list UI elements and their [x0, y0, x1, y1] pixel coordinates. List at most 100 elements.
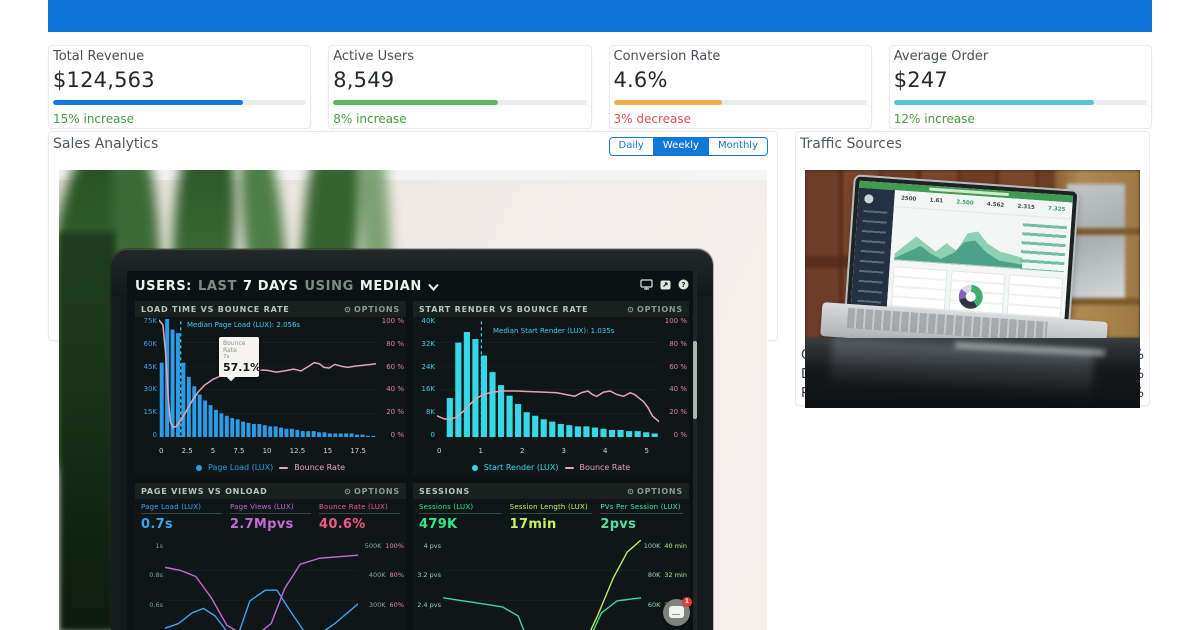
axis-label: 3 [561, 447, 566, 455]
options-gear-icon [344, 488, 351, 494]
title-part: 7 DAYS [242, 279, 299, 294]
chart-legend: Page Load (LUX) Bounce Rate [135, 463, 406, 472]
metrics-row: Page Load (LUX) 0.7s Page Views (LUX) 2.… [135, 499, 406, 532]
axis-label: 0.8s [149, 571, 163, 580]
chat-widget-icon: 1 [663, 597, 692, 626]
svg-text:?: ? [681, 281, 685, 289]
panel-title: PAGE VIEWS VS ONLOAD [141, 486, 268, 496]
stat-label: Average Order [893, 49, 989, 64]
monitor-icon [640, 279, 653, 290]
stats-row: Total Revenue $124,563 15% increase Acti… [48, 45, 1152, 129]
axis-label: 45K [143, 362, 158, 371]
load-time-panel: LOAD TIME VS BOUNCE RATE OPTIONS 75K 60K 4… [135, 301, 406, 475]
axis-label: 7.5 [233, 447, 245, 455]
axis-label: 20 % [386, 408, 404, 417]
stat-value: 4.6% [613, 68, 668, 92]
metric-value: 0.7s [141, 517, 173, 532]
shelf-board [1055, 298, 1140, 305]
axis-label: 80 % [669, 339, 687, 348]
stat-value: 8,549 [333, 68, 395, 92]
panel-title: LOAD TIME VS BOUNCE RATE [141, 304, 290, 314]
axis-label: 4 [603, 447, 608, 455]
options-control: OPTIONS [627, 305, 683, 314]
y-axis-left-labels: 75K 60K 45K 30K 15K 0 [137, 317, 158, 439]
notification-badge: 1 [682, 597, 692, 607]
axis-label: 8K [425, 408, 435, 417]
chart-svg [443, 540, 641, 630]
axis-label: 40 % [386, 385, 404, 394]
axis-label: 5 [644, 447, 649, 455]
axis-label: 7.325 [1047, 205, 1066, 214]
stat-label: Active Users [333, 49, 414, 64]
cabinet-glass [1067, 184, 1125, 304]
metric-label: Session Length (LUX) [509, 503, 593, 514]
axis-label: 100K 40 min [643, 542, 687, 550]
metric-pvs-per-session: PVs Per Session (LUX) 2pvs [600, 503, 684, 532]
options-control: OPTIONS [344, 305, 400, 314]
axis-label: 40 % [669, 385, 687, 394]
progress-track [53, 100, 307, 105]
metric-label: Page Load (LUX) [141, 503, 222, 514]
axis-label: 15K [143, 408, 158, 417]
axis-label: 16K [421, 385, 436, 394]
stat-card-active-users: Active Users 8,549 8% increase [328, 45, 592, 129]
tab-daily[interactable]: Daily [608, 137, 654, 156]
panel-header: SESSIONS OPTIONS [413, 483, 689, 499]
axis-label: 300K 60% [368, 600, 404, 609]
axis-label: 0 [159, 447, 164, 455]
x-axis-labels: 0 1 2 3 4 5 [437, 447, 649, 455]
axis-label: 0 [437, 447, 442, 455]
progress-fill [333, 100, 498, 105]
traffic-sources-title: Traffic Sources [800, 136, 902, 152]
sessions-panel: SESSIONS OPTIONS Sessions (LUX) 479K [413, 483, 689, 630]
metric-label: Sessions (LUX) [419, 503, 502, 514]
axis-label: 0.6s [149, 600, 163, 609]
y-axis-left-labels: 1s0.8s0.6s0.4s [137, 542, 163, 630]
axis-label: 2 [520, 447, 525, 455]
dashboard-main: 2500 1.61 2.500 4.562 2.315 7.325 [886, 190, 1073, 324]
axis-label: 0 [152, 430, 157, 439]
metric-page-load: Page Load (LUX) 0.7s [141, 503, 222, 532]
legend-dash-icon [279, 466, 289, 469]
stat-label: Conversion Rate [613, 49, 721, 64]
axis-label: 15 [323, 447, 333, 455]
axis-label: 1s [155, 542, 163, 550]
axis-label: 0 [430, 430, 435, 439]
metric-value: 17min [509, 517, 557, 532]
scrollbar [693, 271, 697, 630]
chart-svg [159, 319, 376, 437]
options-label: OPTIONS [354, 486, 400, 496]
median-annotation: Median Page Load (LUX): 2.056s [187, 321, 301, 329]
area-chart [894, 214, 1025, 270]
legend-dash-icon [564, 466, 574, 469]
metric-sessions: Sessions (LUX) 479K [419, 503, 502, 532]
options-label: OPTIONS [354, 304, 400, 314]
axis-label: 1 [478, 447, 483, 455]
title-part: USING [304, 279, 354, 294]
tab-weekly[interactable]: Weekly [653, 137, 709, 156]
page-views-chart [165, 540, 358, 630]
stat-change-note: 8% increase [333, 112, 407, 126]
axis-label: 0 % [390, 430, 404, 439]
axis-label: 80 % [386, 339, 404, 348]
axis-label: 0 % [673, 430, 687, 439]
options-control: OPTIONS [344, 487, 400, 496]
axis-label: 60 % [386, 362, 404, 371]
stat-change-note: 12% increase [893, 112, 975, 126]
page-views-panel: PAGE VIEWS VS ONLOAD OPTIONS Page Load (… [135, 483, 406, 630]
progress-track [613, 100, 867, 105]
options-label: OPTIONS [637, 304, 683, 314]
metric-session-length: Session Length (LUX) 17min [509, 503, 593, 532]
area-chart-svg [894, 231, 1023, 270]
bottom-chart-panels: PAGE VIEWS VS ONLOAD OPTIONS Page Load (… [135, 483, 689, 630]
legend-label: Start Render (LUX) [483, 463, 559, 472]
axis-label: 2.315 [1017, 203, 1035, 211]
period-tab-group: Daily Weekly Monthly [608, 137, 768, 156]
traffic-sources-photo: 2500 1.61 2.500 4.562 2.315 7.325 [805, 170, 1140, 408]
chart-legend: Start Render (LUX) Bounce Rate [413, 463, 689, 472]
chevron-down-icon [428, 283, 439, 291]
tab-monthly[interactable]: Monthly [708, 137, 768, 156]
legend-dot-icon [195, 464, 202, 471]
